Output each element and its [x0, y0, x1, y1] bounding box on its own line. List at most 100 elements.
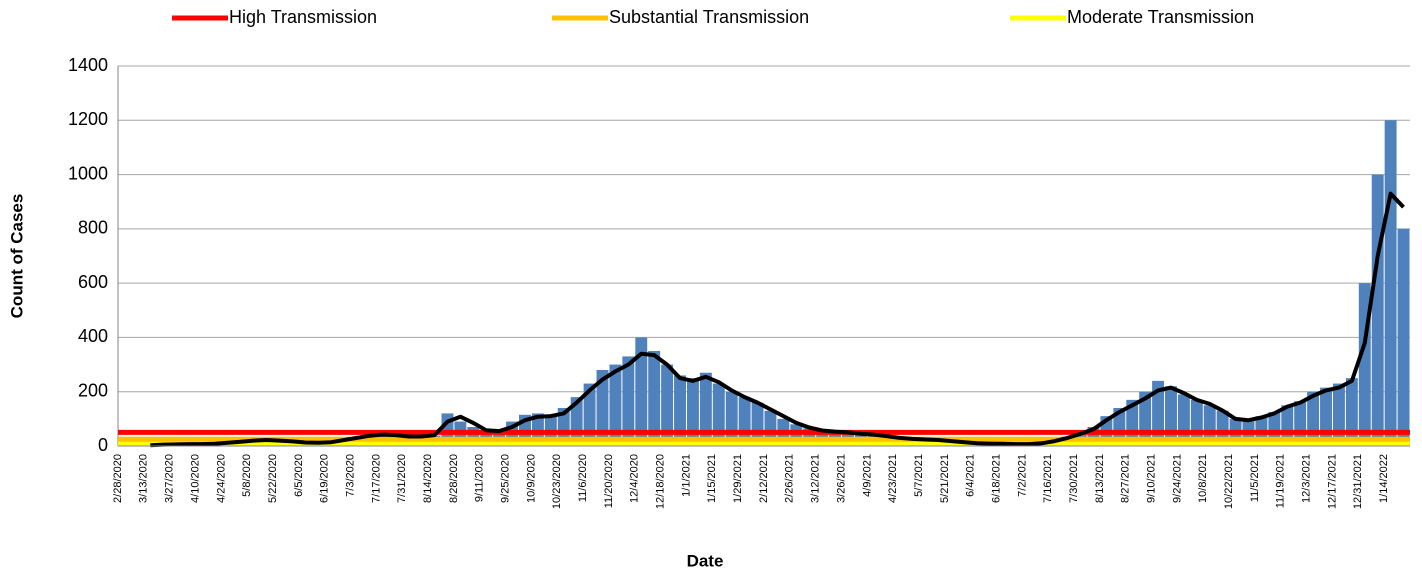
y-tick-label: 400 — [78, 326, 108, 346]
legend-label: High Transmission — [229, 7, 377, 27]
bar — [609, 364, 622, 446]
bar — [1294, 401, 1307, 446]
x-tick-label: 9/25/2020 — [500, 454, 512, 503]
bar — [1268, 412, 1281, 446]
x-tick-label: 4/24/2020 — [215, 454, 227, 503]
x-tick-label: 5/22/2020 — [267, 454, 279, 503]
x-tick-label: 12/17/2021 — [1326, 454, 1338, 509]
x-tick-label: 1/29/2021 — [732, 454, 744, 503]
bar — [1113, 408, 1126, 446]
x-tick-label: 4/10/2020 — [189, 454, 201, 503]
x-tick-label: 3/12/2021 — [810, 454, 822, 503]
x-tick-label: 8/27/2021 — [1120, 454, 1132, 503]
bar — [1152, 380, 1165, 446]
x-tick-label: 11/19/2021 — [1275, 454, 1287, 508]
x-tick-label: 10/23/2020 — [551, 454, 563, 509]
y-tick-label: 600 — [78, 272, 108, 292]
x-tick-label: 7/31/2020 — [396, 454, 408, 503]
bar — [1371, 174, 1384, 447]
x-tick-label: 7/3/2020 — [344, 454, 356, 497]
bar — [467, 427, 480, 446]
x-tick-label: 10/22/2021 — [1223, 454, 1235, 509]
bar — [583, 383, 596, 446]
bar — [1165, 386, 1177, 446]
x-tick-label: 6/4/2021 — [965, 454, 977, 497]
x-tick-label: 7/17/2020 — [370, 454, 382, 503]
y-axis-title: Count of Cases — [7, 194, 26, 319]
bar — [1320, 387, 1332, 446]
x-tick-label: 2/12/2021 — [758, 454, 770, 503]
x-tick-label: 1/15/2021 — [706, 454, 718, 503]
x-tick-label: 9/11/2020 — [474, 454, 486, 502]
x-tick-label: 1/1/2021 — [680, 454, 692, 497]
x-tick-label: 7/16/2021 — [1042, 454, 1054, 503]
bar — [1307, 391, 1320, 446]
legend-label: Moderate Transmission — [1067, 7, 1254, 27]
y-tick-label: 1200 — [68, 109, 108, 129]
bar — [1126, 399, 1139, 446]
bar — [1177, 394, 1190, 446]
x-tick-label: 3/27/2020 — [164, 454, 176, 503]
x-tick-label: 9/24/2021 — [1171, 454, 1183, 503]
y-tick-label: 800 — [78, 218, 108, 238]
bar — [557, 408, 570, 446]
bar — [1397, 228, 1410, 446]
bar — [531, 413, 544, 446]
bar — [1281, 405, 1294, 446]
x-tick-label: 8/28/2020 — [448, 454, 460, 503]
x-tick-label: 5/7/2021 — [913, 454, 925, 497]
x-tick-label: 12/18/2020 — [655, 454, 667, 509]
bar — [1332, 383, 1345, 446]
bar — [751, 402, 764, 446]
y-tick-label: 1400 — [68, 55, 108, 75]
x-tick-label: 4/23/2021 — [887, 454, 899, 503]
bar — [622, 356, 635, 446]
x-tick-label: 6/18/2021 — [990, 454, 1002, 503]
bar — [661, 364, 674, 446]
x-tick-label: 12/3/2021 — [1301, 454, 1313, 503]
bar — [570, 397, 583, 446]
bar — [674, 375, 686, 446]
x-axis-title: Date — [687, 551, 724, 570]
x-tick-label: 11/5/2021 — [1249, 454, 1261, 502]
x-tick-label: 6/19/2020 — [319, 454, 331, 503]
x-tick-label: 2/26/2021 — [784, 454, 796, 503]
x-tick-label: 5/21/2021 — [939, 454, 951, 503]
bar — [1203, 405, 1216, 446]
bar — [725, 391, 738, 446]
x-tick-label: 2/28/2020 — [112, 454, 124, 503]
x-tick-label: 1/14/2022 — [1378, 454, 1390, 503]
bar — [441, 413, 454, 446]
x-tick-label: 11/20/2020 — [603, 454, 615, 508]
x-tick-label: 4/9/2021 — [861, 454, 873, 497]
x-tick-label: 10/8/2021 — [1197, 454, 1209, 503]
x-tick-label: 3/26/2021 — [835, 454, 847, 503]
bar — [764, 410, 777, 446]
bar — [1139, 391, 1152, 446]
y-tick-label: 200 — [78, 380, 108, 400]
x-tick-label: 7/2/2021 — [1016, 454, 1028, 497]
x-tick-label: 11/6/2020 — [577, 454, 589, 502]
bar — [1345, 378, 1358, 446]
bar — [1384, 120, 1397, 447]
x-tick-label: 8/14/2020 — [422, 454, 434, 503]
x-tick-label: 9/10/2021 — [1146, 454, 1158, 503]
bar — [1216, 410, 1229, 446]
bar — [1358, 283, 1371, 446]
bar — [596, 370, 609, 446]
bar — [686, 378, 699, 446]
bar — [790, 424, 803, 446]
bar — [648, 351, 661, 446]
x-tick-label: 6/5/2020 — [293, 454, 305, 497]
x-tick-label: 3/13/2020 — [138, 454, 150, 503]
bar — [1087, 427, 1100, 446]
x-tick-label: 7/30/2021 — [1068, 454, 1080, 503]
legend-label: Substantial Transmission — [609, 7, 809, 27]
bar — [712, 383, 725, 446]
bar — [635, 337, 648, 446]
bar — [738, 397, 751, 446]
y-tick-label: 0 — [98, 435, 108, 455]
x-tick-label: 12/4/2020 — [629, 454, 641, 503]
